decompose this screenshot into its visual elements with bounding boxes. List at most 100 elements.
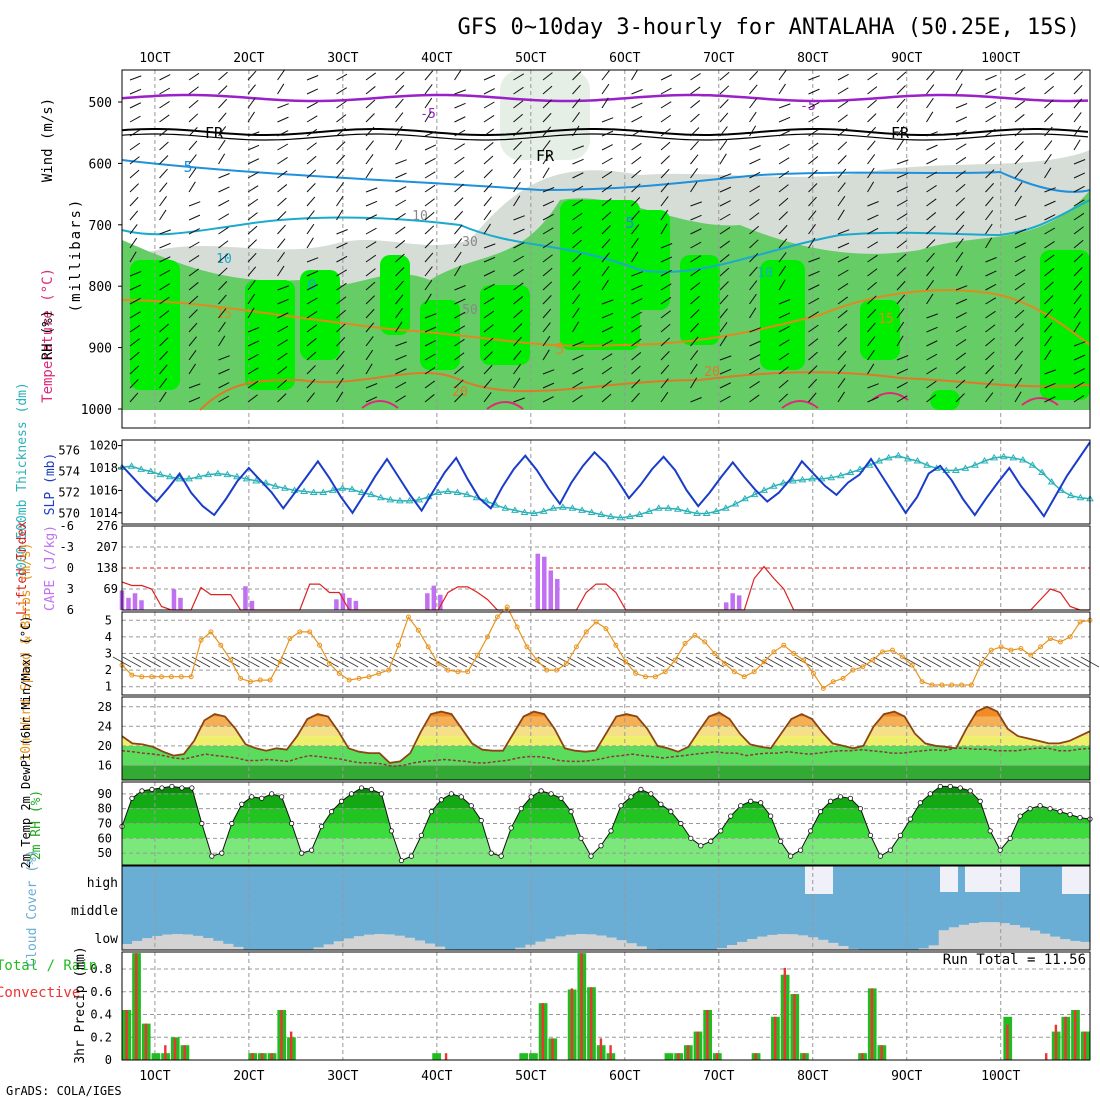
- wind10m-barb: [675, 656, 695, 668]
- thickness-marker: [463, 490, 471, 498]
- wind-barb: [395, 240, 406, 249]
- wind-barb: [1014, 215, 1027, 221]
- wind-barb: [896, 321, 905, 333]
- rh-marker: [478, 817, 484, 824]
- wind-barb: [572, 226, 583, 235]
- wind10m-marker: [1008, 647, 1014, 653]
- wind-barb: [336, 182, 345, 193]
- wind-barb: [985, 283, 997, 291]
- rh-marker: [458, 794, 464, 800]
- wind10m-marker: [603, 626, 609, 632]
- wind-barb: [483, 270, 496, 277]
- rh-marker: [498, 853, 504, 859]
- wind10m-marker: [583, 629, 589, 635]
- wind10m-marker: [662, 669, 668, 675]
- thickness-marker: [520, 508, 529, 515]
- wind-barb: [1044, 281, 1054, 291]
- wind-barb: [660, 391, 669, 403]
- wind-barb: [395, 112, 404, 123]
- wind-barb: [159, 391, 167, 403]
- wind-barb: [424, 157, 436, 165]
- rh-marker: [827, 798, 834, 804]
- precip-conv-bar: [754, 1053, 758, 1060]
- wind-barb: [572, 307, 580, 319]
- wind-barb: [690, 167, 698, 179]
- wind-barb: [572, 71, 582, 81]
- wind-barb: [572, 253, 582, 263]
- wind-barb: [837, 182, 846, 193]
- wind-barb: [955, 325, 967, 333]
- wind-barb: [277, 69, 285, 81]
- wind-barb: [483, 223, 491, 235]
- wind-barb: [955, 69, 964, 81]
- contour-25: [1021, 397, 1059, 406]
- slp-tick: 1020: [89, 439, 118, 453]
- wind-barb: [247, 239, 257, 249]
- wind-barb: [1044, 200, 1056, 207]
- wind10m-barb: [725, 656, 744, 668]
- rh-marker: [668, 809, 674, 815]
- thickness-marker: [884, 453, 893, 461]
- wind-barb: [1044, 295, 1054, 305]
- wind10m-marker: [791, 651, 797, 656]
- rh-band: [122, 823, 1090, 839]
- wind10m-barb: [1031, 656, 1050, 668]
- wind-barb: [690, 214, 702, 221]
- wind-barb: [660, 209, 669, 221]
- rh-marker: [967, 788, 973, 794]
- wind-barb: [542, 382, 555, 389]
- rh-marker: [418, 832, 424, 838]
- thickness-marker: [415, 495, 423, 503]
- wind-barb: [336, 269, 348, 277]
- wind-barb: [129, 142, 141, 151]
- wind-barb: [985, 351, 995, 361]
- temp-line: [121, 705, 1091, 764]
- wind-barb: [454, 116, 466, 123]
- thickness-marker: [769, 482, 778, 489]
- bottom-date-label: 7OCT: [703, 1069, 734, 1084]
- wind-barb: [926, 353, 938, 361]
- wind-barb: [336, 242, 348, 249]
- wind-barb: [542, 240, 554, 249]
- rh-marker: [229, 820, 235, 827]
- thickness-marker: [951, 466, 960, 473]
- wind10m-barb: [1001, 656, 1021, 668]
- wind-barb: [1073, 253, 1084, 263]
- thickness-marker: [396, 496, 404, 504]
- low-cloud: [192, 935, 204, 950]
- wind-barb: [955, 183, 966, 193]
- wind-barb: [896, 308, 905, 319]
- thickness-marker: [980, 457, 989, 464]
- thickness-marker: [827, 473, 836, 481]
- contour-label: 10: [757, 266, 773, 281]
- wind-barb: [1073, 307, 1082, 319]
- wind-barb: [188, 336, 197, 347]
- wind-barb: [955, 393, 965, 403]
- wind-barb: [218, 71, 228, 81]
- wind-barb: [365, 322, 375, 333]
- wind-barb: [513, 323, 523, 333]
- contour-label: 5: [625, 214, 634, 232]
- wind-barb: [808, 338, 819, 347]
- wind-barb: [188, 214, 201, 221]
- wind-barb: [424, 239, 434, 249]
- wind-barb: [926, 198, 937, 207]
- rh-tick: 70: [98, 817, 112, 831]
- wind-barb: [159, 87, 171, 95]
- thickness-marker: [271, 482, 280, 489]
- wind-barb: [247, 327, 260, 333]
- wind10m-marker: [326, 660, 332, 666]
- wind-barb: [1044, 241, 1055, 249]
- pressure-tick-label: 800: [89, 280, 112, 295]
- wind-barb: [247, 212, 258, 221]
- low-cloud: [182, 934, 194, 950]
- wind-barb: [749, 367, 761, 375]
- wind-barb: [719, 335, 727, 347]
- rh-marker: [348, 791, 355, 797]
- thickness-marker: [127, 462, 136, 469]
- wind10m-marker: [988, 647, 994, 653]
- wind-barb: [129, 75, 142, 81]
- low-cloud: [636, 946, 647, 950]
- wind-barb: [365, 396, 378, 403]
- contour-label: 5: [555, 340, 564, 358]
